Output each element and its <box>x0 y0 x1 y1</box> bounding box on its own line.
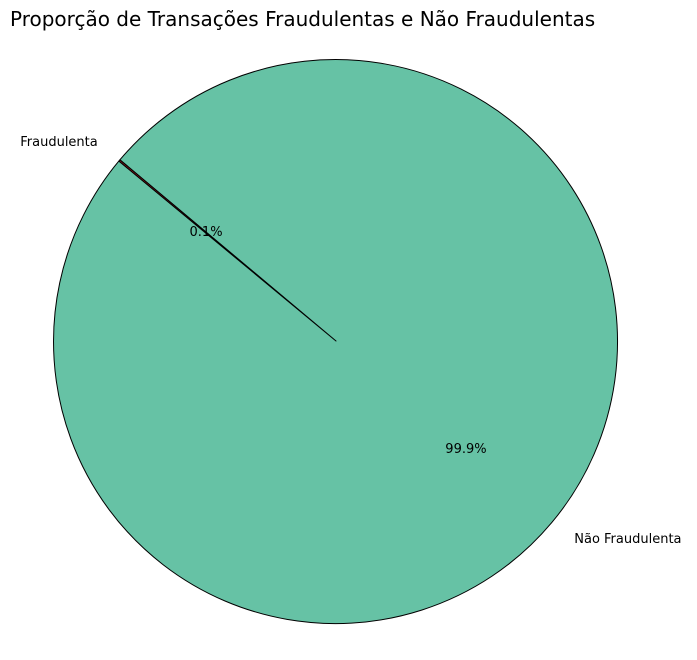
pie-slices <box>53 59 618 625</box>
slice-percent-nao-fraudulenta: 99.9% <box>445 442 486 457</box>
chart-title: Proporção de Transações Fraudulentas e N… <box>10 7 595 31</box>
slice-label-fraudulenta: Fraudulenta <box>20 135 98 150</box>
pie-labels: Fraudulenta 0.1% Não Fraudulenta 99.9% <box>20 135 681 547</box>
slice-percent-fraudulenta: 0.1% <box>190 225 223 240</box>
slice-label-nao-fraudulenta: Não Fraudulenta <box>574 532 681 547</box>
pie-slice-nao-fraudulenta <box>53 59 618 625</box>
